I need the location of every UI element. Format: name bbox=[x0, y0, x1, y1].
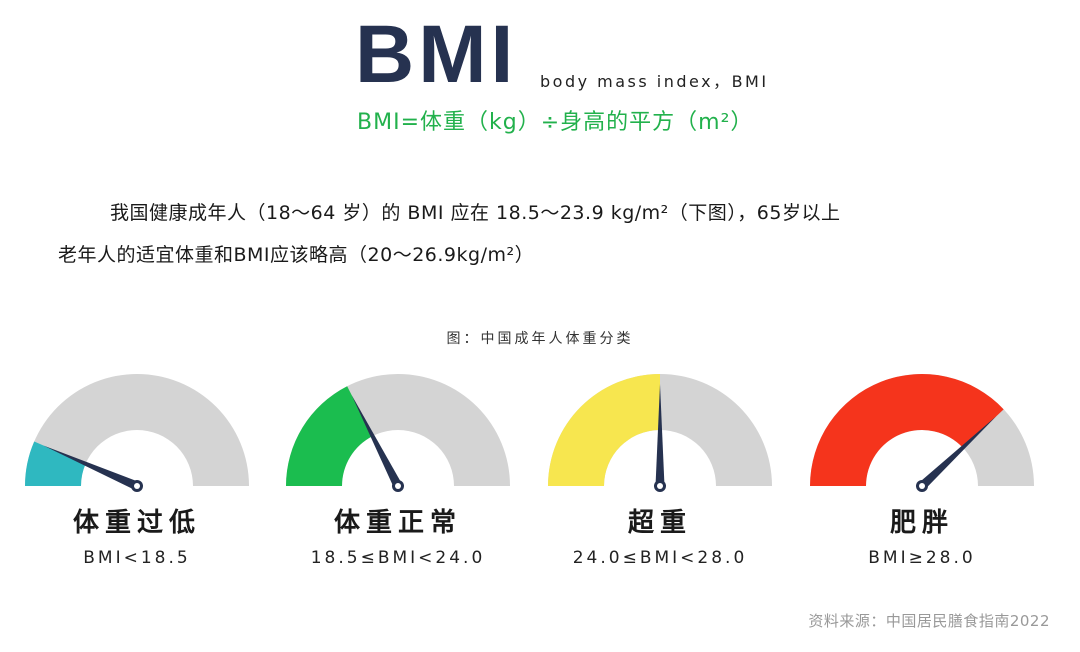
gauge-fill bbox=[286, 386, 373, 486]
gauge-range-overweight: 24.0≤BMI<28.0 bbox=[572, 548, 748, 568]
gauge-pivot-hole bbox=[134, 483, 140, 489]
gauge-needle bbox=[655, 384, 665, 486]
gauge-label-overweight: 超重 bbox=[627, 508, 692, 538]
gauge-range-normal: 18.5≤BMI<24.0 bbox=[310, 548, 486, 568]
subtitle: body mass index，BMI bbox=[540, 72, 769, 91]
gauge-range-underweight: BMI<18.5 bbox=[83, 548, 191, 568]
gauge-range-obese: BMI≥28.0 bbox=[868, 548, 976, 568]
gauge-pivot-hole bbox=[395, 483, 401, 489]
gauge-label-underweight: 体重过低 bbox=[72, 508, 201, 538]
figure-caption: 图：中国成年人体重分类 bbox=[446, 331, 634, 347]
gauge-pivot-hole bbox=[919, 483, 925, 489]
bmi-logo: BMI bbox=[355, 9, 518, 100]
description-line-2: 老年人的适宜体重和BMI应该略高（20～26.9kg/m²） bbox=[58, 244, 535, 266]
gauge-label-normal: 体重正常 bbox=[333, 508, 462, 538]
gauge-fill bbox=[25, 441, 86, 486]
gauge-pivot-hole bbox=[657, 483, 663, 489]
gauge-label-obese: 肥胖 bbox=[889, 508, 954, 538]
source-note: 资料来源：中国居民膳食指南2022 bbox=[808, 612, 1050, 630]
bmi-formula: BMI=体重（kg）÷身高的平方（m²） bbox=[357, 110, 754, 135]
gauge-needle bbox=[918, 416, 997, 490]
gauge-needle bbox=[43, 445, 139, 491]
description-line-1: 我国健康成年人（18～64 岁）的 BMI 应在 18.5～23.9 kg/m²… bbox=[110, 202, 841, 224]
gauge-track bbox=[25, 374, 249, 486]
gauge-fill bbox=[810, 374, 1004, 486]
gauges bbox=[25, 374, 1034, 492]
gauge-needle bbox=[351, 395, 403, 489]
gauge-fill bbox=[548, 374, 660, 486]
